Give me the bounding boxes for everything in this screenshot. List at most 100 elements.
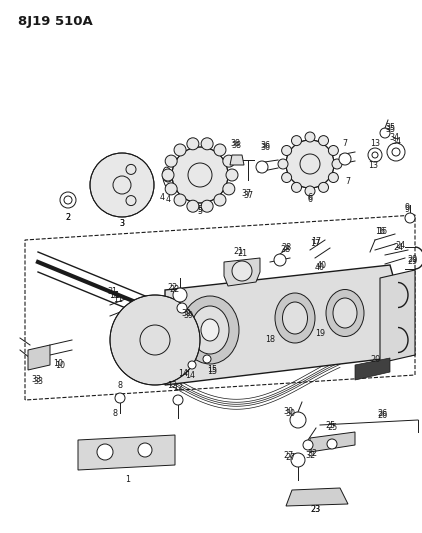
Circle shape (187, 200, 199, 212)
Text: 15: 15 (207, 367, 217, 376)
Polygon shape (310, 432, 355, 452)
Text: 16: 16 (375, 228, 385, 237)
Text: 28: 28 (280, 246, 290, 254)
Text: 7: 7 (342, 139, 348, 148)
Text: 3: 3 (119, 220, 124, 229)
Text: 7: 7 (346, 177, 351, 187)
Polygon shape (224, 258, 260, 286)
Text: 8: 8 (117, 381, 122, 390)
Text: 8J19 510A: 8J19 510A (18, 15, 93, 28)
Circle shape (177, 303, 187, 313)
Circle shape (327, 439, 337, 449)
Circle shape (290, 412, 306, 428)
Text: 32: 32 (307, 448, 317, 457)
Text: 8: 8 (113, 408, 117, 417)
Circle shape (162, 169, 174, 181)
Circle shape (292, 135, 301, 146)
Circle shape (90, 153, 154, 217)
Text: 26: 26 (377, 408, 387, 417)
Circle shape (332, 159, 342, 169)
Ellipse shape (333, 298, 357, 328)
Circle shape (165, 183, 177, 195)
Ellipse shape (201, 319, 219, 341)
Circle shape (278, 159, 288, 169)
Circle shape (60, 192, 76, 208)
Text: 35: 35 (385, 125, 395, 134)
Text: 40: 40 (317, 261, 327, 270)
Text: 12: 12 (167, 382, 177, 391)
Text: 22: 22 (170, 286, 180, 295)
Circle shape (174, 194, 186, 206)
Text: 2: 2 (65, 213, 70, 222)
Circle shape (172, 147, 228, 203)
Text: 21: 21 (233, 247, 243, 256)
Text: 14: 14 (185, 370, 195, 379)
Text: 10: 10 (55, 360, 65, 369)
Text: 21: 21 (237, 249, 247, 259)
Circle shape (232, 261, 252, 281)
Text: 36: 36 (260, 143, 270, 152)
Text: 10: 10 (53, 359, 63, 367)
Circle shape (256, 161, 268, 173)
Circle shape (291, 453, 305, 467)
Text: 34: 34 (389, 133, 399, 142)
Circle shape (405, 213, 415, 223)
Circle shape (187, 138, 199, 150)
Text: 4: 4 (160, 193, 165, 203)
Text: 31: 31 (107, 287, 117, 296)
Text: 37: 37 (241, 189, 251, 198)
Text: 17: 17 (310, 239, 320, 248)
Polygon shape (355, 358, 390, 380)
Circle shape (319, 135, 328, 146)
Text: 40: 40 (315, 262, 325, 271)
Circle shape (201, 200, 213, 212)
Circle shape (115, 393, 125, 403)
Text: 24: 24 (393, 243, 403, 252)
Circle shape (138, 443, 152, 457)
Text: 15: 15 (207, 366, 217, 375)
Circle shape (286, 140, 334, 188)
Text: 38: 38 (230, 139, 240, 148)
Text: 14: 14 (178, 369, 188, 378)
Text: 16: 16 (377, 228, 387, 237)
Text: 25: 25 (325, 422, 335, 431)
Text: 5: 5 (197, 206, 203, 214)
Ellipse shape (163, 167, 173, 189)
Circle shape (174, 144, 186, 156)
Text: 1: 1 (125, 475, 130, 484)
Ellipse shape (282, 302, 308, 334)
Ellipse shape (191, 306, 229, 354)
Text: 18: 18 (265, 335, 275, 344)
Circle shape (110, 295, 200, 385)
Circle shape (319, 182, 328, 192)
Polygon shape (286, 488, 348, 506)
Text: 29: 29 (407, 257, 417, 266)
Text: 33: 33 (31, 376, 41, 384)
Text: 6: 6 (308, 193, 313, 203)
Text: 20: 20 (370, 356, 380, 365)
Circle shape (214, 144, 226, 156)
Circle shape (303, 440, 313, 450)
Text: 17: 17 (311, 238, 321, 246)
Text: 23: 23 (310, 505, 320, 514)
Text: 5: 5 (197, 207, 203, 216)
Text: 27: 27 (285, 454, 295, 463)
Text: 36: 36 (260, 141, 270, 150)
Text: 25: 25 (327, 424, 337, 432)
Text: 29: 29 (407, 255, 417, 264)
Polygon shape (78, 435, 175, 470)
Circle shape (305, 132, 315, 142)
Polygon shape (380, 270, 415, 363)
Polygon shape (28, 345, 50, 370)
Text: 3: 3 (119, 220, 124, 229)
Text: 24: 24 (395, 240, 405, 249)
Circle shape (292, 182, 301, 192)
Text: 9: 9 (404, 206, 410, 214)
Text: 35: 35 (385, 124, 395, 133)
Text: 11: 11 (113, 295, 123, 304)
Circle shape (203, 355, 211, 363)
Circle shape (223, 155, 235, 167)
Text: 30: 30 (285, 408, 295, 417)
Circle shape (281, 173, 292, 182)
Text: 26: 26 (377, 410, 387, 419)
